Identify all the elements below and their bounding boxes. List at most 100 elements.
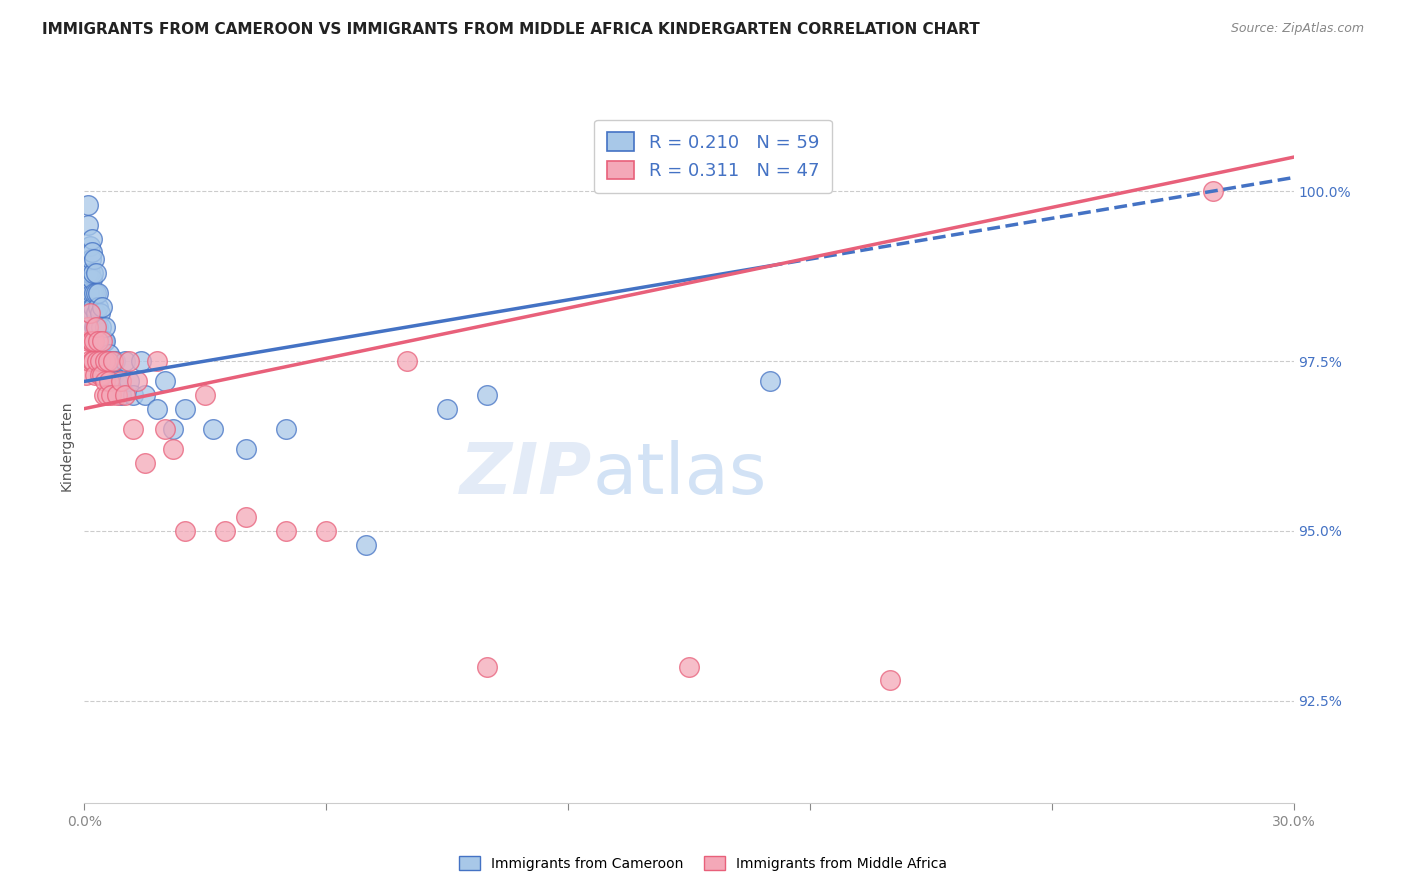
Point	[101, 354, 124, 368]
Point	[77, 198, 100, 212]
Point	[274, 524, 297, 538]
Point	[146, 354, 169, 368]
Point	[153, 422, 176, 436]
Point	[80, 252, 103, 266]
Point	[86, 354, 108, 368]
Point	[105, 388, 128, 402]
Point	[174, 401, 197, 416]
Text: Source: ZipAtlas.com: Source: ZipAtlas.com	[1230, 22, 1364, 36]
Point	[174, 524, 197, 538]
Point	[356, 537, 378, 551]
Legend: Immigrants from Cameroon, Immigrants from Middle Africa: Immigrants from Cameroon, Immigrants fro…	[453, 850, 953, 876]
Point	[89, 354, 111, 368]
Point	[86, 266, 108, 280]
Legend: R = 0.210   N = 59, R = 0.311   N = 47: R = 0.210 N = 59, R = 0.311 N = 47	[595, 120, 832, 193]
Point	[89, 334, 111, 348]
Point	[82, 245, 104, 260]
Point	[121, 388, 143, 402]
Point	[100, 354, 122, 368]
Point	[105, 375, 128, 389]
Point	[79, 238, 101, 252]
Point	[84, 286, 107, 301]
Point	[202, 422, 225, 436]
Point	[235, 442, 257, 457]
Point	[82, 272, 104, 286]
Point	[194, 388, 217, 402]
Y-axis label: Kindergarten: Kindergarten	[59, 401, 73, 491]
Point	[274, 422, 297, 436]
Point	[118, 354, 141, 368]
Point	[114, 388, 136, 402]
Point	[121, 422, 143, 436]
Point	[75, 300, 97, 314]
Point	[87, 320, 110, 334]
Point	[86, 300, 108, 314]
Point	[97, 375, 120, 389]
Point	[87, 334, 110, 348]
Point	[79, 266, 101, 280]
Point	[315, 524, 337, 538]
Point	[90, 320, 112, 334]
Point	[235, 510, 257, 524]
Point	[86, 320, 108, 334]
Point	[91, 354, 114, 368]
Point	[83, 320, 105, 334]
Point	[89, 347, 111, 361]
Point	[118, 375, 141, 389]
Point	[90, 300, 112, 314]
Point	[134, 456, 156, 470]
Point	[83, 252, 105, 266]
Point	[1202, 184, 1225, 198]
Point	[104, 354, 127, 368]
Point	[94, 320, 117, 334]
Point	[146, 401, 169, 416]
Point	[678, 660, 700, 674]
Point	[97, 354, 120, 368]
Point	[86, 306, 108, 320]
Point	[129, 354, 152, 368]
Point	[82, 354, 104, 368]
Point	[97, 368, 120, 382]
Point	[97, 347, 120, 361]
Point	[83, 286, 105, 301]
Text: atlas: atlas	[592, 440, 766, 509]
Point	[162, 442, 184, 457]
Point	[76, 218, 98, 232]
Point	[90, 334, 112, 348]
Point	[75, 368, 97, 382]
Point	[89, 306, 111, 320]
Point	[76, 334, 98, 348]
Point	[93, 388, 115, 402]
Point	[162, 422, 184, 436]
Point	[110, 375, 132, 389]
Point	[79, 306, 101, 320]
Point	[82, 266, 104, 280]
Point	[153, 375, 176, 389]
Point	[93, 354, 115, 368]
Point	[77, 320, 100, 334]
Point	[83, 334, 105, 348]
Point	[89, 368, 111, 382]
Point	[77, 266, 100, 280]
Point	[93, 334, 115, 348]
Point	[86, 334, 108, 348]
Point	[395, 354, 418, 368]
Point	[91, 368, 114, 382]
Point	[84, 320, 107, 334]
Point	[80, 286, 103, 301]
Point	[125, 375, 148, 389]
Point	[93, 334, 115, 348]
Point	[436, 401, 458, 416]
Point	[77, 286, 100, 301]
Point	[82, 300, 104, 314]
Point	[80, 354, 103, 368]
Point	[79, 306, 101, 320]
Point	[80, 232, 103, 246]
Point	[879, 673, 901, 688]
Point	[80, 334, 103, 348]
Point	[477, 660, 499, 674]
Text: IMMIGRANTS FROM CAMEROON VS IMMIGRANTS FROM MIDDLE AFRICA KINDERGARTEN CORRELATI: IMMIGRANTS FROM CAMEROON VS IMMIGRANTS F…	[42, 22, 980, 37]
Point	[82, 334, 104, 348]
Point	[101, 368, 124, 382]
Point	[114, 354, 136, 368]
